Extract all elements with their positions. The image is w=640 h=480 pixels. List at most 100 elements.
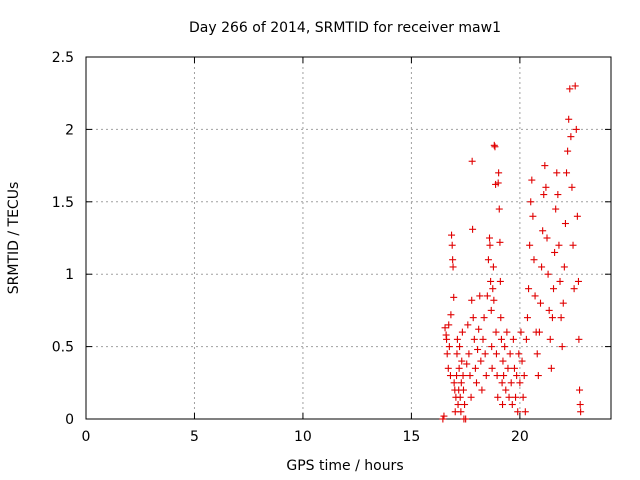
- data-point: [459, 372, 467, 380]
- data-point: [527, 198, 535, 206]
- data-point: [484, 256, 492, 264]
- data-point: [458, 328, 466, 336]
- data-point: [470, 335, 478, 343]
- data-point: [472, 379, 480, 387]
- data-point: [519, 393, 527, 401]
- data-point: [538, 263, 546, 271]
- data-point: [548, 314, 556, 322]
- data-point: [443, 350, 451, 358]
- data-point: [508, 401, 516, 409]
- data-point: [458, 357, 466, 365]
- data-point: [440, 412, 448, 420]
- data-point: [494, 393, 502, 401]
- data-point: [571, 82, 579, 90]
- data-point: [478, 386, 486, 394]
- data-point: [449, 263, 457, 271]
- data-point: [445, 343, 453, 351]
- data-point: [453, 372, 461, 380]
- data-point: [552, 205, 560, 213]
- chart-title: Day 266 of 2014, SRMTID for receiver maw…: [189, 20, 501, 36]
- data-point: [564, 147, 572, 155]
- data-point: [503, 328, 511, 336]
- data-point: [495, 205, 503, 213]
- data-point: [510, 364, 518, 372]
- data-point: [522, 335, 530, 343]
- data-point: [569, 241, 577, 249]
- data-point: [526, 241, 534, 249]
- data-point: [576, 401, 584, 409]
- data-points: [439, 82, 585, 423]
- data-point: [454, 401, 462, 409]
- data-point: [476, 292, 484, 300]
- data-point: [521, 408, 529, 416]
- data-point: [490, 141, 498, 149]
- data-point: [445, 321, 453, 329]
- plot-frame: [85, 56, 612, 420]
- data-point: [474, 345, 482, 353]
- data-point: [506, 350, 514, 358]
- data-point: [441, 324, 449, 332]
- data-point: [467, 393, 475, 401]
- data-point: [453, 335, 461, 343]
- data-point: [540, 191, 548, 199]
- data-point: [516, 379, 524, 387]
- data-point: [513, 372, 521, 380]
- data-point: [463, 360, 471, 368]
- data-point: [496, 277, 504, 285]
- data-point: [502, 386, 510, 394]
- data-point: [550, 285, 558, 293]
- data-point: [514, 408, 522, 416]
- data-point: [509, 335, 517, 343]
- data-point: [566, 85, 574, 93]
- data-point: [499, 401, 507, 409]
- y-tick-label: 1: [65, 267, 74, 283]
- x-tick-label: 15: [402, 429, 420, 445]
- data-point: [541, 162, 549, 170]
- data-point: [489, 285, 497, 293]
- data-point: [499, 357, 507, 365]
- data-point: [515, 350, 523, 358]
- data-point: [560, 263, 568, 271]
- data-point: [529, 212, 537, 220]
- data-point: [525, 285, 533, 293]
- x-axis-label: GPS time / hours: [286, 458, 403, 474]
- data-point: [534, 372, 542, 380]
- data-point: [551, 248, 559, 256]
- data-point: [448, 231, 456, 239]
- data-point: [457, 408, 465, 416]
- y-tick-label: 0: [65, 412, 74, 428]
- data-point: [447, 311, 455, 319]
- data-point: [530, 256, 538, 264]
- data-point: [488, 343, 496, 351]
- data-point: [457, 379, 465, 387]
- data-point: [486, 241, 494, 249]
- data-point: [455, 364, 463, 372]
- data-point: [486, 234, 494, 242]
- data-point: [456, 393, 464, 401]
- data-point: [490, 296, 498, 304]
- data-point: [536, 299, 544, 307]
- data-point: [505, 393, 513, 401]
- data-point: [573, 212, 581, 220]
- data-point: [439, 415, 447, 423]
- data-point: [450, 293, 458, 301]
- x-tick-label: 0: [82, 429, 91, 445]
- y-axis-label: SRMTID / TECUs: [6, 182, 22, 295]
- data-point: [577, 408, 585, 416]
- data-point: [531, 292, 539, 300]
- data-point: [507, 379, 515, 387]
- data-point: [465, 350, 473, 358]
- data-point: [555, 241, 563, 249]
- x-tick-label: 5: [190, 429, 199, 445]
- data-point: [574, 277, 582, 285]
- y-tick-label: 2.5: [52, 50, 74, 66]
- data-point: [462, 415, 470, 423]
- data-point: [448, 241, 456, 249]
- data-point: [539, 227, 547, 235]
- data-point: [544, 270, 552, 278]
- axis-ticks: 0 5 10 15 20 0 0.5 1 1.5 2 2.5: [52, 50, 611, 445]
- data-point: [528, 176, 536, 184]
- data-point: [523, 314, 531, 322]
- data-point: [554, 191, 562, 199]
- data-point: [471, 364, 479, 372]
